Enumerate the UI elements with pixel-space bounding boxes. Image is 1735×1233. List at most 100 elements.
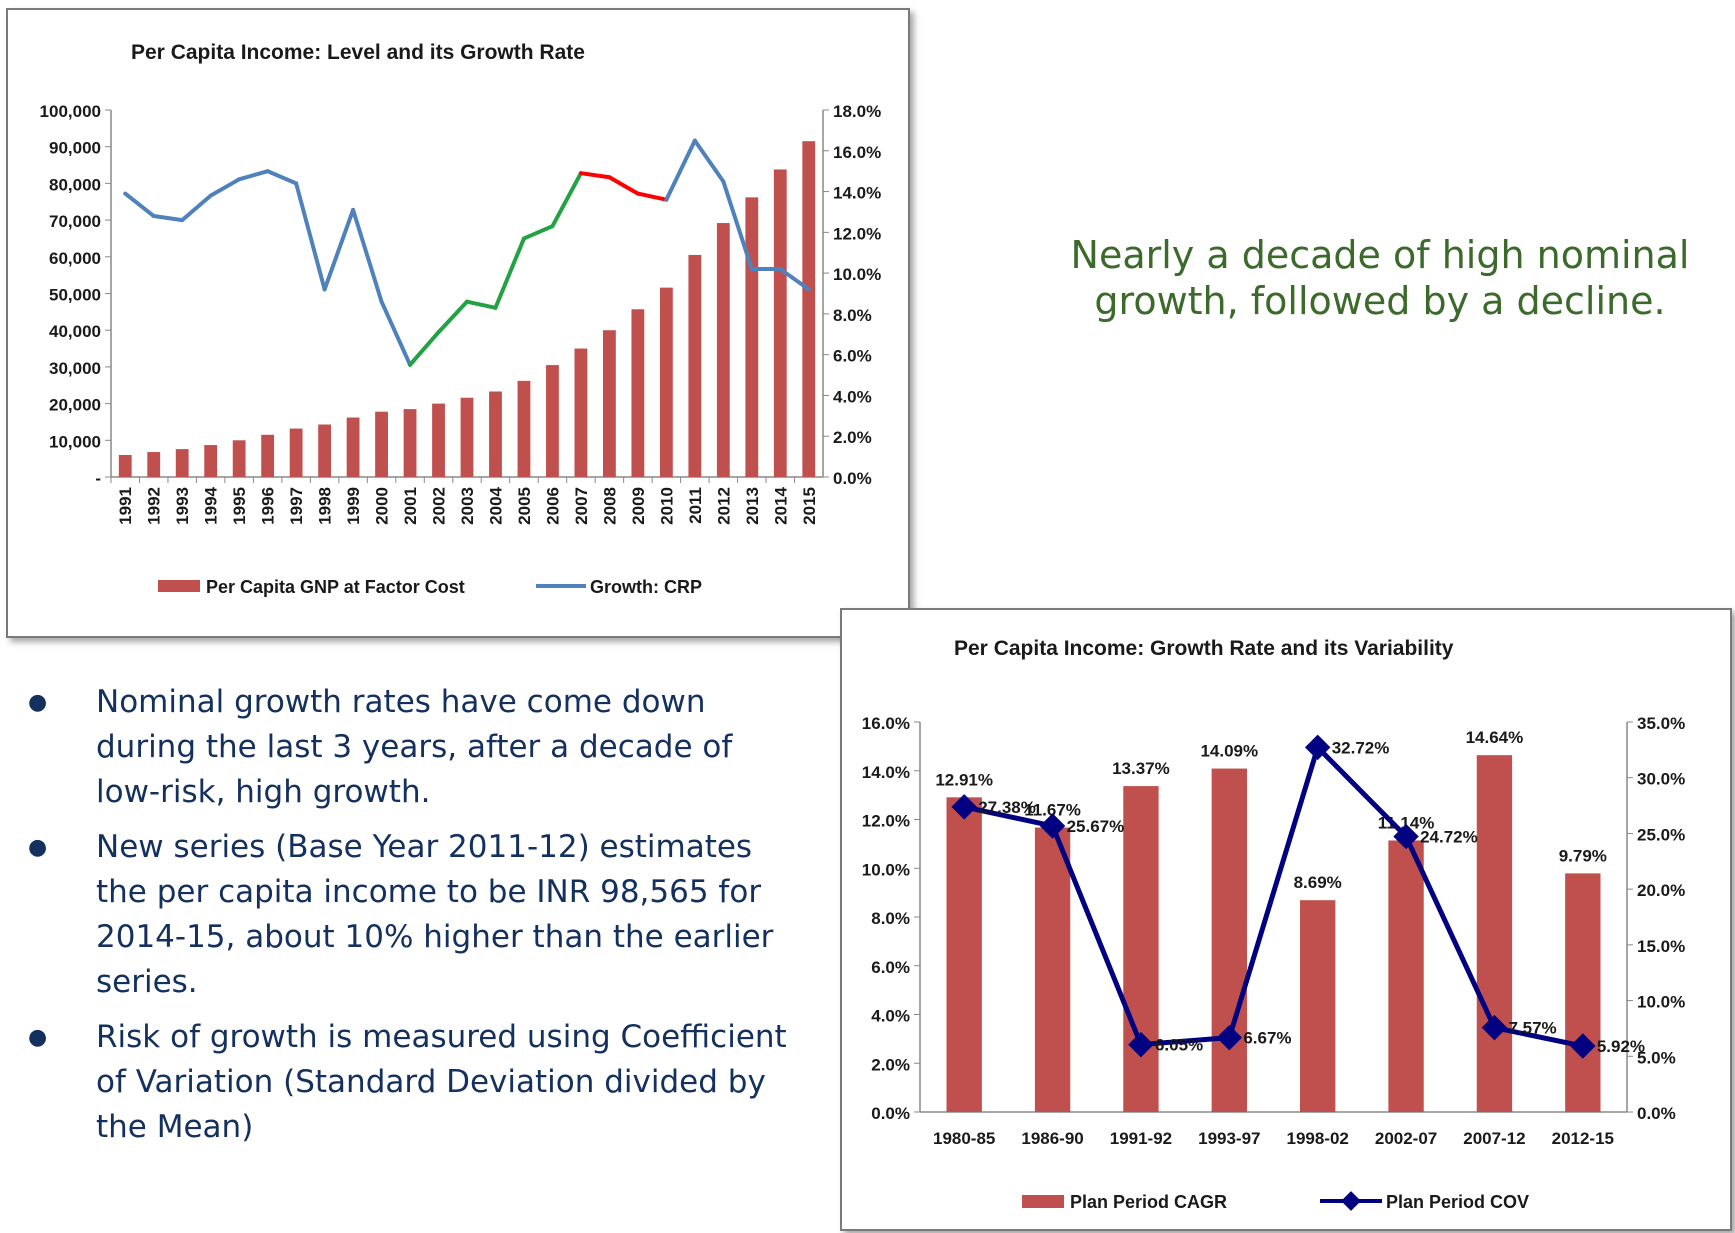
x-axis-tick-label: 2010 <box>657 487 676 525</box>
right-axis-tick-label: 10.0% <box>833 265 881 284</box>
x-axis-tick-label: 2008 <box>600 487 619 525</box>
x-axis-tick-label: 2006 <box>543 487 562 525</box>
right-axis-tick-label: 8.0% <box>833 306 872 325</box>
bullet-text: Nominal growth rates have come down duri… <box>96 684 733 810</box>
x-axis-tick-label: 2000 <box>373 487 392 525</box>
x-axis-tick-label: 2007-12 <box>1463 1129 1525 1148</box>
bar-gnp <box>517 380 531 477</box>
growth-line-segment <box>493 236 526 310</box>
legend-swatch-cagr <box>1022 1195 1064 1208</box>
bar-gnp <box>289 428 303 477</box>
bar-gnp <box>659 287 673 477</box>
bar-cagr <box>1388 840 1424 1112</box>
bullet-dot-icon: ● <box>28 835 48 860</box>
right-axis-tick-label: 35.0% <box>1637 714 1685 733</box>
cov-data-label: 25.67% <box>1067 817 1125 836</box>
left-axis-tick-label: 0.0% <box>871 1104 910 1123</box>
growth-line-segment <box>180 193 213 223</box>
left-axis-tick-label: 100,000 <box>40 102 101 121</box>
left-axis-tick-label: 16.0% <box>862 714 910 733</box>
x-axis-tick-label: 2011 <box>686 487 705 524</box>
x-axis-tick-label: 2005 <box>515 487 534 525</box>
growth-line-segment <box>237 169 270 182</box>
right-axis-tick-label: 15.0% <box>1637 937 1685 956</box>
right-axis-tick-label: 16.0% <box>833 143 881 162</box>
growth-line-segment <box>322 207 356 292</box>
bullet-text: New series (Base Year 2011-12) estimates… <box>96 829 774 1000</box>
left-axis-tick-label: 90,000 <box>49 139 101 158</box>
legend-label-growth: Growth: CRP <box>590 577 702 597</box>
x-axis-tick-label: 1993-97 <box>1198 1129 1260 1148</box>
x-axis-tick-label: 2001 <box>401 487 420 525</box>
left-axis-tick-label: 12.0% <box>862 812 910 831</box>
bar-gnp <box>175 449 189 477</box>
bullet-item: ● New series (Base Year 2011-12) estimate… <box>20 825 790 1005</box>
bar-cagr <box>946 797 982 1112</box>
left-axis-tick-label: 40,000 <box>49 322 101 341</box>
left-axis-tick-label: 30,000 <box>49 359 101 378</box>
x-axis-tick-label: 1996 <box>259 487 278 525</box>
x-axis-tick-label: 1993 <box>173 487 192 525</box>
bar-gnp <box>745 197 759 477</box>
cov-data-label: 6.05% <box>1155 1036 1203 1055</box>
left-axis-tick-label: 6.0% <box>871 958 910 977</box>
bullet-dot-icon: ● <box>28 690 48 715</box>
x-axis-tick-label: 1992 <box>145 487 164 525</box>
bar-gnp <box>318 424 332 477</box>
bullet-list: ● Nominal growth rates have come down dur… <box>20 680 790 1160</box>
left-axis-tick-label: 10.0% <box>862 860 910 879</box>
cov-data-label: 7.57% <box>1508 1019 1556 1038</box>
left-axis-tick-label: 14.0% <box>862 763 910 782</box>
bar-gnp <box>773 169 787 478</box>
x-axis-tick-label: 2012 <box>714 487 733 525</box>
growth-line-segment <box>607 175 640 196</box>
x-axis-tick-label: 2009 <box>629 487 648 525</box>
growth-line-segment <box>123 191 156 219</box>
legend-label-gnp: Per Capita GNP at Factor Cost <box>206 577 465 597</box>
bar-gnp <box>688 254 702 477</box>
x-axis-tick-label: 1999 <box>344 487 363 525</box>
right-axis-tick-label: 4.0% <box>833 387 872 406</box>
growth-line-segment <box>294 181 327 292</box>
chart-growth-variability-svg: Per Capita Income: Growth Rate and its V… <box>862 637 1685 1212</box>
chart-growth-variability: Per Capita Income: Growth Rate and its V… <box>840 608 1732 1231</box>
right-axis-tick-label: 10.0% <box>1637 993 1685 1012</box>
left-axis-tick-label: 8.0% <box>871 909 910 928</box>
growth-line-segment <box>521 224 555 241</box>
growth-line-segment <box>578 171 612 180</box>
bar-gnp <box>375 411 388 477</box>
cov-marker <box>951 794 977 820</box>
growth-line-segment <box>550 171 583 229</box>
bar-gnp <box>574 348 588 477</box>
x-axis-tick-label: 1994 <box>202 486 221 524</box>
x-axis-tick-label: 2007 <box>572 487 591 525</box>
legend-label-cagr: Plan Period CAGR <box>1070 1192 1227 1212</box>
growth-line-segment <box>151 214 185 223</box>
x-axis-tick-label: 2013 <box>743 487 762 525</box>
bar-cagr <box>1565 873 1601 1112</box>
right-axis-tick-label: 0.0% <box>833 469 872 488</box>
growth-line-segment <box>351 207 384 304</box>
growth-line-segment <box>692 138 726 184</box>
growth-line-segment <box>465 299 498 310</box>
bar-cagr <box>1123 786 1159 1112</box>
x-axis-tick-label: 2003 <box>458 487 477 525</box>
left-axis-tick-label: 20,000 <box>49 396 101 415</box>
right-axis-tick-label: 5.0% <box>1637 1048 1676 1067</box>
bar-cagr <box>1300 900 1336 1112</box>
bar-gnp <box>432 403 445 477</box>
right-axis-tick-label: 18.0% <box>833 102 881 121</box>
x-axis-tick-label: 1995 <box>230 487 249 525</box>
bar-gnp <box>403 409 417 477</box>
bar-gnp <box>602 330 616 477</box>
bar-gnp <box>204 445 218 477</box>
x-axis-tick-label: 1991 <box>116 487 135 525</box>
right-axis-tick-label: 20.0% <box>1637 881 1685 900</box>
growth-line-segment <box>635 191 669 202</box>
chart-title: Per Capita Income: Level and its Growth … <box>131 41 585 64</box>
growth-line-segment <box>664 138 697 202</box>
cov-line <box>963 744 1584 1049</box>
cov-data-label: 32.72% <box>1332 738 1390 757</box>
bullet-text: Risk of growth is measured using Coeffic… <box>96 1019 787 1145</box>
growth-line-segment <box>208 177 242 198</box>
